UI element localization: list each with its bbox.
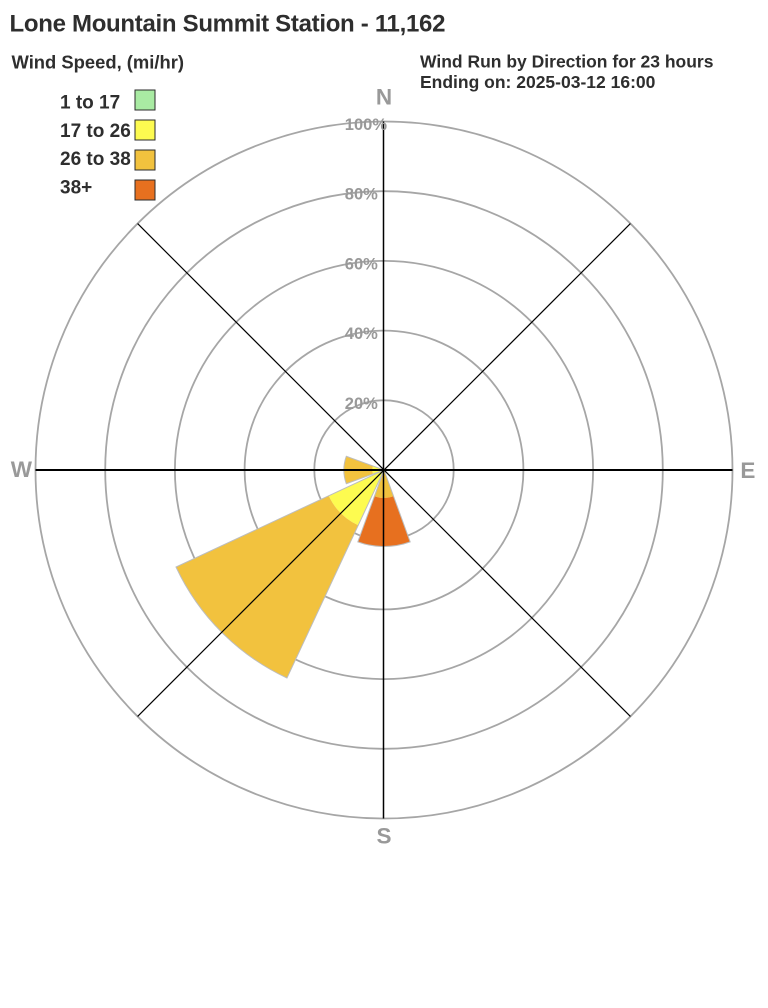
svg-text:100%: 100% — [345, 116, 388, 134]
svg-text:26 to 38: 26 to 38 — [60, 149, 131, 170]
svg-text:40%: 40% — [345, 325, 378, 343]
svg-text:80%: 80% — [345, 186, 378, 204]
svg-text:Wind Run by Direction for 23 h: Wind Run by Direction for 23 hours — [420, 52, 714, 72]
svg-text:Ending on: 2025-03-12 16:00: Ending on: 2025-03-12 16:00 — [420, 72, 656, 92]
svg-text:Lone Mountain Summit Station -: Lone Mountain Summit Station - 11,162 — [10, 10, 446, 37]
svg-text:E: E — [740, 458, 755, 483]
svg-text:38+: 38+ — [60, 177, 92, 198]
svg-text:17 to 26: 17 to 26 — [60, 121, 131, 142]
svg-text:60%: 60% — [345, 255, 378, 273]
svg-text:S: S — [376, 824, 391, 849]
svg-text:1 to 17: 1 to 17 — [60, 93, 120, 114]
svg-text:Wind Speed, (mi/hr): Wind Speed, (mi/hr) — [12, 51, 185, 72]
svg-text:20%: 20% — [345, 395, 378, 413]
svg-text:N: N — [376, 85, 392, 110]
svg-text:W: W — [11, 457, 33, 482]
